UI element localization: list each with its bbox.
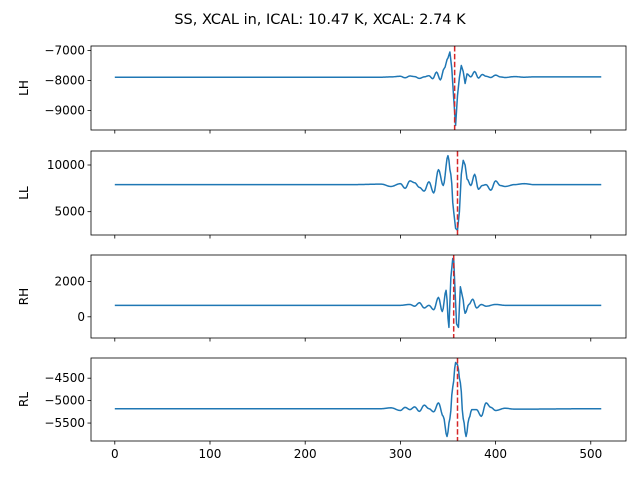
- x-tick-label: 300: [389, 447, 412, 461]
- axes-frame: [90, 357, 627, 442]
- y-axis-label: RH: [17, 288, 31, 305]
- x-tick-label: 200: [294, 447, 317, 461]
- x-tick-label: 400: [484, 447, 507, 461]
- x-tick-label: 100: [199, 447, 222, 461]
- subplot-rh: 0 2000 RH: [17, 254, 627, 342]
- y-tick-label: −5500: [44, 416, 85, 430]
- series-line: [114, 257, 602, 329]
- series-line: [114, 361, 602, 438]
- y-tick-label: 5000: [54, 205, 85, 219]
- y-axis-label: LH: [17, 80, 31, 96]
- y-tick-label: −5000: [44, 394, 85, 408]
- x-tick-label: 0: [111, 447, 119, 461]
- y-axis-label: RL: [17, 392, 31, 407]
- axes-frame: [90, 254, 627, 339]
- subplot-ll: 5000 10000 LL: [17, 150, 627, 239]
- y-tick-label: 2000: [54, 274, 85, 288]
- y-tick-label: 10000: [47, 158, 85, 172]
- y-tick-label: −4500: [44, 371, 85, 385]
- axes-frame: [90, 150, 627, 236]
- subplot-grid: −9000−8000−7000LH500010000LL02000RH−5500…: [17, 44, 627, 461]
- figure-title: SS, XCAL in, ICAL: 10.47 K, XCAL: 2.74 K: [174, 12, 466, 28]
- series-line: [114, 51, 602, 127]
- y-tick-label: −9000: [44, 104, 85, 118]
- subplot-lh: −9000 −8000 −7000 LH: [17, 44, 627, 134]
- axes-frame: [90, 45, 627, 131]
- x-tick-label: 500: [579, 447, 602, 461]
- subplot-rl: −5500 −5000 −4500 0 100 200 300 400 500 RL: [17, 357, 627, 461]
- y-axis-label: LL: [17, 186, 31, 200]
- series-line: [114, 154, 602, 232]
- y-tick-label: 0: [77, 310, 85, 324]
- y-tick-label: −8000: [44, 74, 85, 88]
- y-tick-label: −7000: [44, 44, 85, 58]
